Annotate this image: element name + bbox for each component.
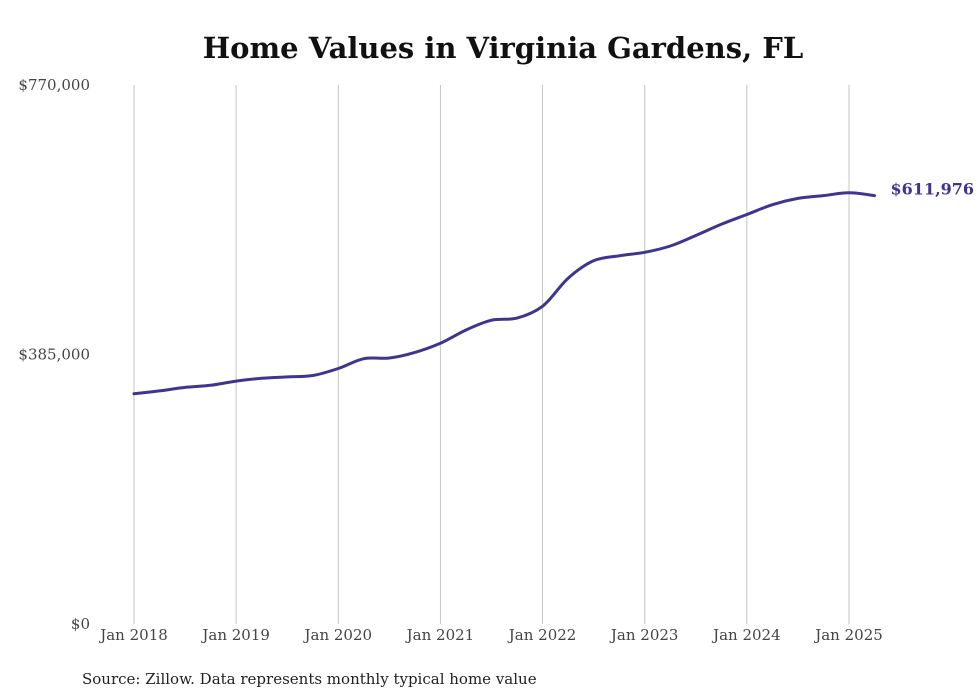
x-tick-label: Jan 2020	[303, 626, 373, 644]
source-note: Source: Zillow. Data represents monthly …	[82, 670, 537, 688]
y-axis-ticks: $0 $385,000 $770,000	[18, 76, 90, 633]
x-tick-label: Jan 2024	[711, 626, 781, 644]
vertical-gridlines	[133, 85, 850, 624]
y-tick-label: $770,000	[18, 76, 90, 94]
x-tick-label: Jan 2022	[507, 626, 577, 644]
series-line	[132, 191, 876, 396]
end-value-label: $611,976	[891, 180, 975, 199]
x-tick-label: Jan 2018	[98, 626, 168, 644]
x-tick-label: Jan 2025	[813, 626, 883, 644]
x-tick-label: Jan 2023	[609, 626, 679, 644]
x-tick-label: Jan 2019	[200, 626, 270, 644]
x-tick-label: Jan 2021	[405, 626, 475, 644]
x-axis-ticks: Jan 2018 Jan 2019 Jan 2020 Jan 2021 Jan 2022…	[98, 626, 883, 644]
y-tick-label: $385,000	[18, 346, 90, 364]
y-tick-label: $0	[71, 615, 90, 633]
chart-title: Home Values in Virginia Gardens, FL	[203, 31, 804, 65]
